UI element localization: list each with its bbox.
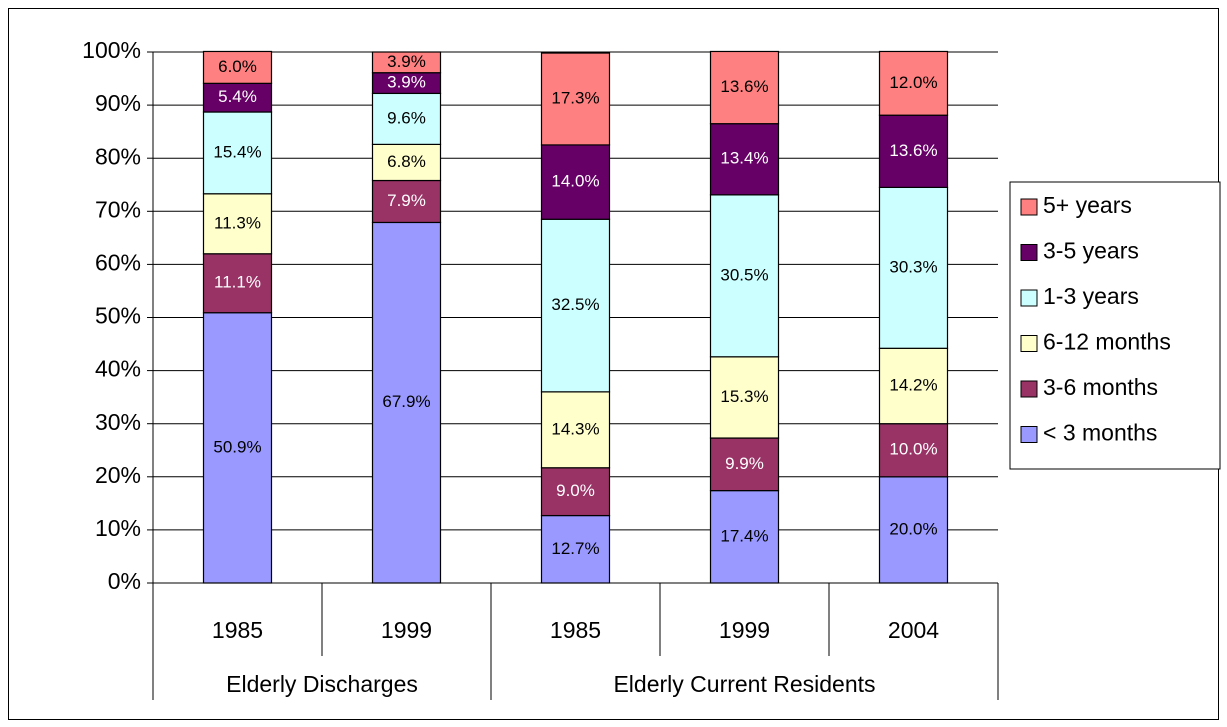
- bar-segment: [371, 221, 442, 584]
- bar-segment: [371, 179, 442, 224]
- value-label: 9.9%: [725, 454, 764, 473]
- y-tick-label: 50%: [95, 303, 141, 329]
- x-tick-label: 1999: [719, 617, 770, 643]
- y-tick-label: 30%: [95, 409, 141, 435]
- y-tick-label: 60%: [95, 249, 141, 275]
- value-label: 7.9%: [387, 191, 426, 210]
- y-tick-label: 100%: [82, 37, 141, 63]
- legend-swatch: [1020, 198, 1038, 216]
- bar-segment: [202, 253, 273, 314]
- bar-segment: [709, 437, 780, 492]
- bar-segment: [202, 193, 273, 255]
- bar-segment: [878, 50, 949, 116]
- value-label: 9.6%: [387, 108, 426, 127]
- legend-label: 1-3 years: [1043, 283, 1139, 309]
- legend-swatch: [1020, 426, 1038, 443]
- value-label: 12.0%: [889, 73, 937, 92]
- value-label: 50.9%: [213, 437, 261, 456]
- legend-swatch: [1020, 244, 1038, 261]
- x-tick-label: 2004: [888, 617, 939, 643]
- value-label: 11.1%: [214, 273, 261, 292]
- value-label: 15.3%: [720, 387, 768, 406]
- value-label: 13.4%: [720, 149, 768, 168]
- legend-swatch: [1020, 289, 1038, 307]
- value-label: 15.4%: [213, 142, 261, 161]
- value-label: 13.6%: [889, 141, 937, 160]
- legend-box: [1009, 181, 1221, 470]
- group-label: Elderly Discharges: [226, 671, 418, 697]
- legend-label: 6-12 months: [1043, 329, 1171, 355]
- value-label: 3.9%: [387, 73, 426, 92]
- value-label: 14.3%: [551, 419, 599, 438]
- value-label: 6.8%: [387, 152, 426, 171]
- bar-segment: [540, 514, 611, 584]
- bar-segment: [878, 114, 949, 189]
- legend-label: 3-6 months: [1043, 374, 1158, 400]
- bar-segment: [709, 490, 780, 584]
- bar-segment: [540, 218, 611, 393]
- bar-segment: [878, 423, 949, 478]
- bar-segment: [540, 144, 611, 220]
- value-label: 67.9%: [382, 392, 430, 411]
- legend-swatch: [1020, 335, 1038, 352]
- bar-segment: [878, 347, 949, 425]
- value-label: 3.9%: [387, 52, 426, 71]
- bar-segment: [709, 50, 780, 125]
- bar-segment: [202, 111, 273, 195]
- bar-segment: [709, 123, 780, 196]
- bar-segment: [878, 186, 949, 349]
- value-label: 30.5%: [720, 265, 768, 284]
- value-label: 20.0%: [889, 519, 937, 538]
- bar-segment: [878, 476, 949, 584]
- y-tick-label: 20%: [95, 462, 141, 488]
- y-tick-label: 0%: [108, 568, 141, 594]
- value-label: 5.4%: [218, 87, 257, 106]
- x-tick-label: 1985: [550, 617, 601, 643]
- value-label: 6.0%: [218, 57, 257, 76]
- value-label: 10.0%: [889, 440, 937, 459]
- value-label: 13.6%: [720, 77, 768, 96]
- value-label: 14.2%: [889, 375, 937, 394]
- legend-label: < 3 months: [1043, 420, 1157, 446]
- value-label: 11.3%: [214, 213, 261, 232]
- bar-segment: [540, 391, 611, 469]
- bar-segment: [709, 194, 780, 358]
- y-tick-label: 40%: [95, 356, 141, 382]
- legend-label: 5+ years: [1043, 192, 1132, 218]
- legend-label: 3-5 years: [1043, 238, 1139, 264]
- value-label: 32.5%: [551, 295, 599, 314]
- bar-segment: [709, 356, 780, 439]
- value-label: 30.3%: [889, 257, 937, 276]
- y-tick-label: 80%: [95, 143, 141, 169]
- group-label: Elderly Current Residents: [613, 671, 875, 697]
- bar-segment: [371, 51, 442, 74]
- bar-segment: [371, 92, 442, 145]
- y-tick-label: 70%: [95, 196, 141, 222]
- x-tick-label: 1999: [381, 617, 432, 643]
- bar-segment: [202, 50, 273, 84]
- value-label: 12.7%: [551, 539, 599, 558]
- legend-swatch: [1020, 380, 1038, 398]
- value-label: 17.4%: [720, 526, 768, 545]
- bar-segment: [540, 52, 611, 146]
- y-tick-label: 90%: [95, 90, 141, 116]
- value-label: 14.0%: [551, 172, 599, 191]
- value-label: 9.0%: [556, 481, 595, 500]
- x-tick-label: 1985: [212, 617, 263, 643]
- bar-segment: [540, 467, 611, 517]
- value-label: 17.3%: [551, 88, 599, 107]
- y-tick-label: 10%: [95, 515, 141, 541]
- bar-segment: [371, 143, 442, 182]
